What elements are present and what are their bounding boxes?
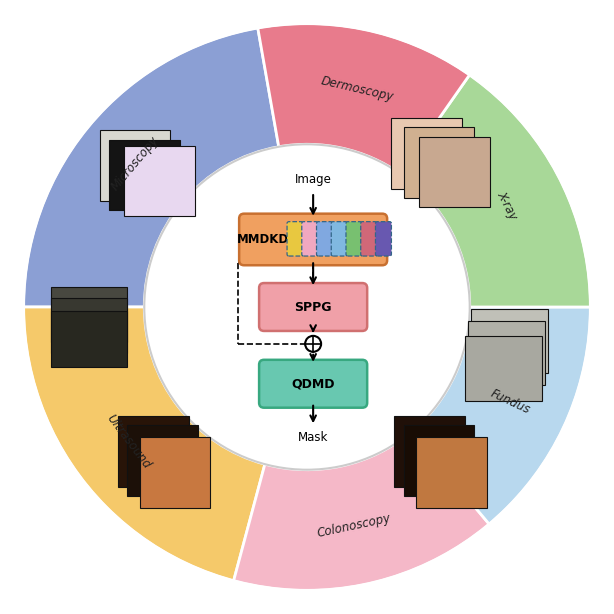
FancyBboxPatch shape [109,140,180,211]
FancyBboxPatch shape [465,336,542,401]
FancyBboxPatch shape [128,426,198,496]
FancyBboxPatch shape [239,214,387,265]
FancyBboxPatch shape [259,360,367,408]
Text: MMDKD: MMDKD [236,233,289,246]
FancyBboxPatch shape [332,222,348,256]
Text: Image: Image [295,173,332,186]
FancyBboxPatch shape [51,298,128,353]
FancyBboxPatch shape [468,321,545,386]
FancyBboxPatch shape [346,222,362,256]
Text: Colonoscopy: Colonoscopy [316,512,392,540]
Text: Mask: Mask [298,431,328,444]
FancyBboxPatch shape [302,222,318,256]
FancyBboxPatch shape [119,416,189,486]
Text: Dermoscopy: Dermoscopy [320,74,395,103]
Circle shape [305,336,321,352]
Circle shape [144,144,470,470]
FancyBboxPatch shape [317,222,333,256]
FancyBboxPatch shape [51,287,128,342]
FancyBboxPatch shape [395,416,465,486]
Wedge shape [258,23,470,174]
FancyBboxPatch shape [287,222,303,256]
FancyBboxPatch shape [376,222,392,256]
FancyBboxPatch shape [259,283,367,331]
FancyBboxPatch shape [392,119,462,189]
Text: Microscopy: Microscopy [109,133,161,193]
FancyBboxPatch shape [140,438,211,508]
FancyBboxPatch shape [51,311,128,367]
Wedge shape [23,28,279,307]
Text: Fundus: Fundus [488,387,532,416]
FancyBboxPatch shape [472,309,548,373]
Wedge shape [23,307,265,581]
Wedge shape [400,75,591,307]
FancyBboxPatch shape [100,131,171,201]
Wedge shape [411,307,591,524]
FancyBboxPatch shape [404,128,475,198]
FancyBboxPatch shape [361,222,377,256]
Text: X-ray: X-ray [494,189,519,222]
Text: Ultrasound: Ultrasound [103,412,153,472]
FancyBboxPatch shape [416,438,487,508]
FancyBboxPatch shape [404,426,475,496]
FancyBboxPatch shape [419,137,490,208]
Wedge shape [233,432,489,591]
Text: SPPG: SPPG [294,300,332,314]
Text: QDMD: QDMD [292,377,335,391]
FancyBboxPatch shape [125,146,195,217]
